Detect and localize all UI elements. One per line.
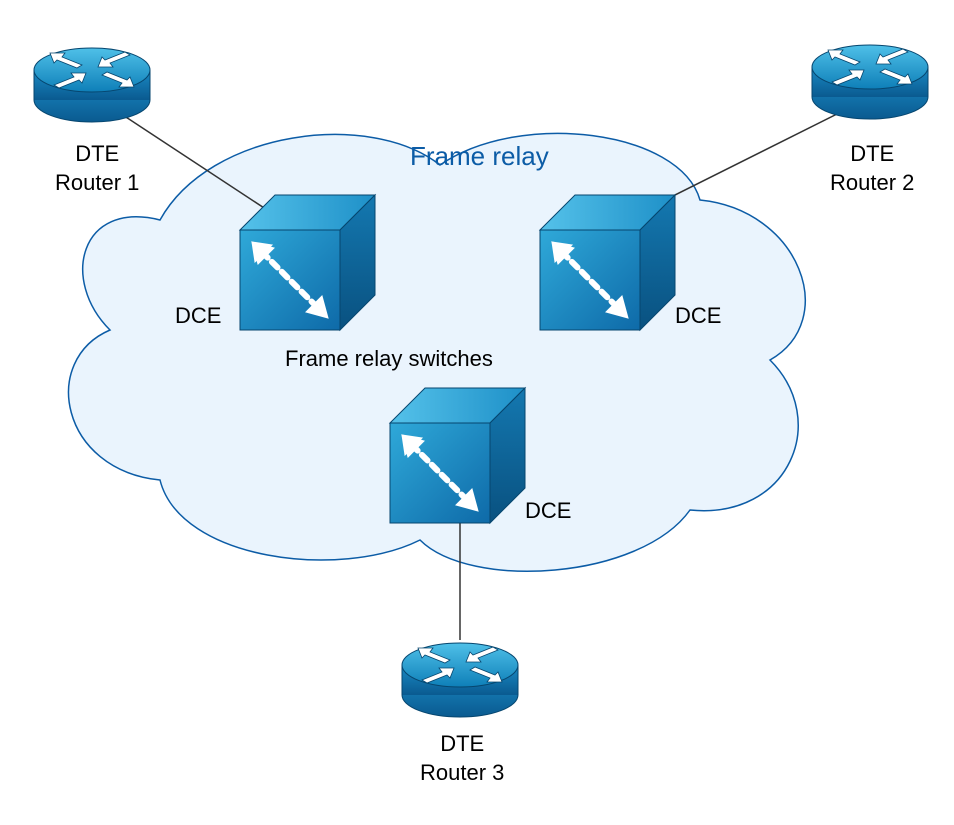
router3-label: DTERouter 3: [420, 730, 504, 787]
router-dte-1: [34, 48, 150, 122]
switches-group-label: Frame relay switches: [285, 345, 493, 374]
switch-dce-1: [240, 195, 375, 330]
switch1-label: DCE: [175, 302, 221, 331]
router2-label: DTERouter 2: [830, 140, 914, 197]
router1-label: DTERouter 1: [55, 140, 139, 197]
switch-dce-3: [390, 388, 525, 523]
switch3-label: DCE: [525, 497, 571, 526]
cloud-title: Frame relay: [410, 140, 549, 174]
router-dte-3: [402, 643, 518, 717]
switch-dce-2: [540, 195, 675, 330]
switch2-label: DCE: [675, 302, 721, 331]
diagram-canvas: [0, 0, 954, 825]
router-dte-2: [812, 45, 928, 119]
